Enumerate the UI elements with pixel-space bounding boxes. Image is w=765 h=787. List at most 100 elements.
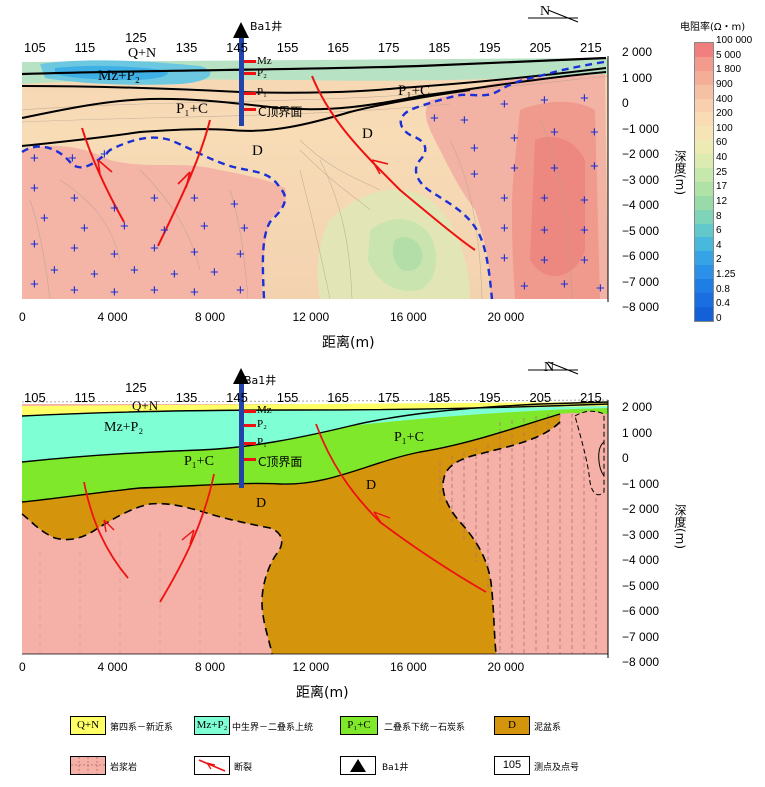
colorbar-label: 100 000 [716, 35, 753, 46]
magmatic-plus-mark: + [100, 146, 109, 163]
station-label: 215 [580, 40, 602, 55]
colorbar-label: 12 [716, 195, 728, 207]
station-label: 125 [125, 30, 147, 45]
legend-swatch-magmatic [70, 756, 106, 775]
fault-icon [194, 756, 230, 775]
station-label: 145 [226, 390, 248, 405]
legend-text-d: 泥盆系 [534, 723, 562, 733]
colorbar-label: 1 800 [716, 64, 742, 76]
colorbar-label: 100 [716, 122, 733, 134]
colorbar-label: 5 000 [716, 49, 742, 61]
distance-tick-label: 8 000 [195, 660, 226, 674]
label-qn-top: Q+N [128, 46, 157, 61]
magmatic-plus-mark: + [520, 278, 529, 295]
magmatic-plus-mark: + [68, 150, 77, 167]
magmatic-plus-mark: + [40, 210, 49, 227]
colorbar-segment [695, 154, 713, 169]
distance-tick-label: 12 000 [292, 660, 330, 674]
label-d-top-right: D [362, 126, 373, 142]
magmatic-plus-mark: + [540, 222, 549, 239]
depth-axis-title-top: 深度(m) [673, 150, 687, 196]
colorbar-segment [695, 237, 713, 252]
legend-text-p1c: 二叠系下统－石炭系 [384, 723, 466, 733]
label-d-bottom-left: D [256, 496, 267, 511]
magmatic-plus-mark: + [580, 192, 589, 209]
magmatic-plus-mark: + [130, 262, 139, 279]
station-label: 135 [175, 40, 198, 55]
colorbar-segment [695, 112, 713, 127]
well-name-bottom: Ba1井 [244, 374, 277, 387]
colorbar-segment [695, 56, 713, 71]
colorbar-segment [695, 223, 713, 238]
magmatic-plus-mark: + [236, 246, 245, 263]
station-label: 185 [428, 390, 451, 405]
depth-tick-label: −8 000 [622, 655, 660, 669]
colorbar-label: 200 [716, 108, 733, 120]
well-label-p1-bottom: P₁ [257, 436, 267, 448]
magmatic-plus-mark: + [170, 266, 179, 283]
magmatic-plus-mark: + [500, 190, 509, 207]
magmatic-plus-mark: + [550, 124, 559, 141]
legend-swatch-qn: Q+N [70, 716, 106, 735]
magmatic-plus-mark: + [230, 196, 239, 213]
magmatic-plus-mark: + [590, 158, 599, 175]
legend-swatch-station: 105 [494, 756, 530, 775]
magmatic-plus-mark: + [580, 90, 589, 107]
depth-tick-label: −3 000 [622, 172, 660, 187]
magmatic-plus-mark: + [150, 282, 159, 299]
depth-tick-label: −1 000 [622, 476, 660, 491]
station-label: 135 [175, 390, 198, 405]
station-label: 145 [226, 40, 248, 55]
magmatic-plus-mark: + [80, 220, 89, 237]
top-resistivity-section: + + + + + + + + + + + + + + + + + + + + + + + + + + + + + + + + + + + + + + + +… [0, 0, 765, 352]
distance-tick-label: 20 000 [487, 660, 525, 674]
magmatic-plus-mark: + [150, 190, 159, 207]
north-label-top: N [540, 4, 551, 19]
distance-axis-title-top: 距离(m) [322, 335, 375, 351]
legend-text-mz-p2: 中生界－二叠系上统 [232, 723, 314, 733]
distance-tick-label: 16 000 [390, 660, 427, 674]
colorbar-segment [695, 251, 713, 266]
distance-tick-label: 4 000 [97, 660, 128, 674]
magmatic-plus-mark: + [110, 284, 119, 301]
depth-tick-label: −7 000 [622, 629, 660, 644]
colorbar-segment [695, 168, 713, 182]
colorbar-segment [695, 126, 713, 141]
colorbar-segment [695, 293, 713, 307]
colorbar-segment [695, 181, 713, 196]
colorbar-label: 400 [716, 93, 733, 105]
resistivity-image [21, 9, 609, 302]
station-label: 205 [529, 390, 552, 405]
colorbar-segment [695, 70, 713, 85]
station-label: 185 [428, 40, 451, 55]
label-d-bottom-right: D [366, 478, 377, 493]
well-icon [340, 756, 376, 775]
depth-tick-label: 2 000 [622, 400, 653, 414]
depth-tick-label: −4 000 [622, 553, 660, 567]
magmatic-plus-mark: + [540, 190, 549, 207]
station-label: 105 [24, 40, 46, 55]
legend-swatch-p1c: P₁+C [340, 716, 378, 735]
depth-tick-label: −4 000 [622, 198, 660, 212]
magmatic-plus-mark: + [210, 264, 219, 281]
well-label-c-top: C顶界面 [258, 105, 303, 119]
magmatic-plus-mark: + [596, 280, 605, 297]
colorbar-segment [695, 209, 713, 224]
colorbar-segment [695, 140, 713, 155]
magmatic-plus-mark: + [240, 220, 249, 237]
magmatic-plus-mark: + [30, 150, 39, 167]
depth-tick-label: 0 [622, 451, 629, 465]
depth-tick-label: 1 000 [622, 425, 653, 440]
colorbar-label: 6 [716, 225, 722, 237]
magmatic-plus-mark: + [470, 166, 479, 183]
legend-text-station: 测点及点号 [534, 763, 580, 773]
magmatic-plus-mark: + [430, 110, 439, 127]
colorbar-label: 17 [716, 181, 728, 193]
station-label: 205 [529, 40, 552, 55]
depth-tick-label: 1 000 [622, 70, 653, 85]
label-p1c-top-right: P₁+C [398, 83, 431, 99]
well-label-c-bottom: C顶界面 [258, 455, 303, 469]
station-label: 155 [276, 40, 299, 55]
magmatic-plus-mark: + [540, 252, 549, 269]
station-label: 195 [478, 390, 501, 405]
